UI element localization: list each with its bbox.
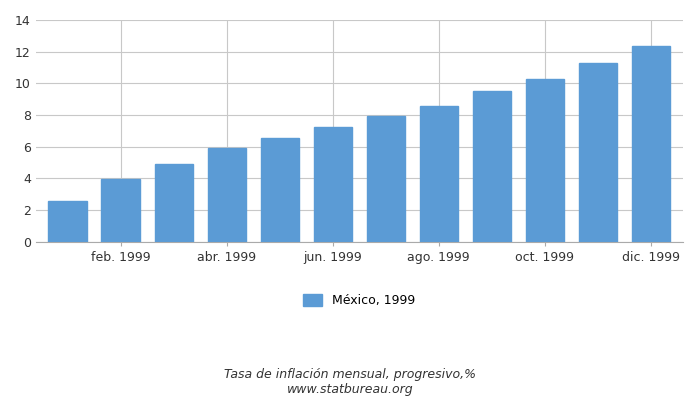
Bar [579,63,617,242]
Bar [48,201,87,242]
Bar [367,116,405,242]
Bar [260,138,299,242]
Bar [314,128,352,242]
Bar [526,79,564,242]
Bar [102,179,140,242]
Text: Tasa de inflación mensual, progresivo,%: Tasa de inflación mensual, progresivo,% [224,368,476,381]
Bar [473,91,511,242]
Text: www.statbureau.org: www.statbureau.org [287,383,413,396]
Legend: México, 1999: México, 1999 [297,288,421,314]
Bar [420,106,458,242]
Bar [207,148,246,242]
Bar [155,164,192,242]
Bar [632,46,670,242]
